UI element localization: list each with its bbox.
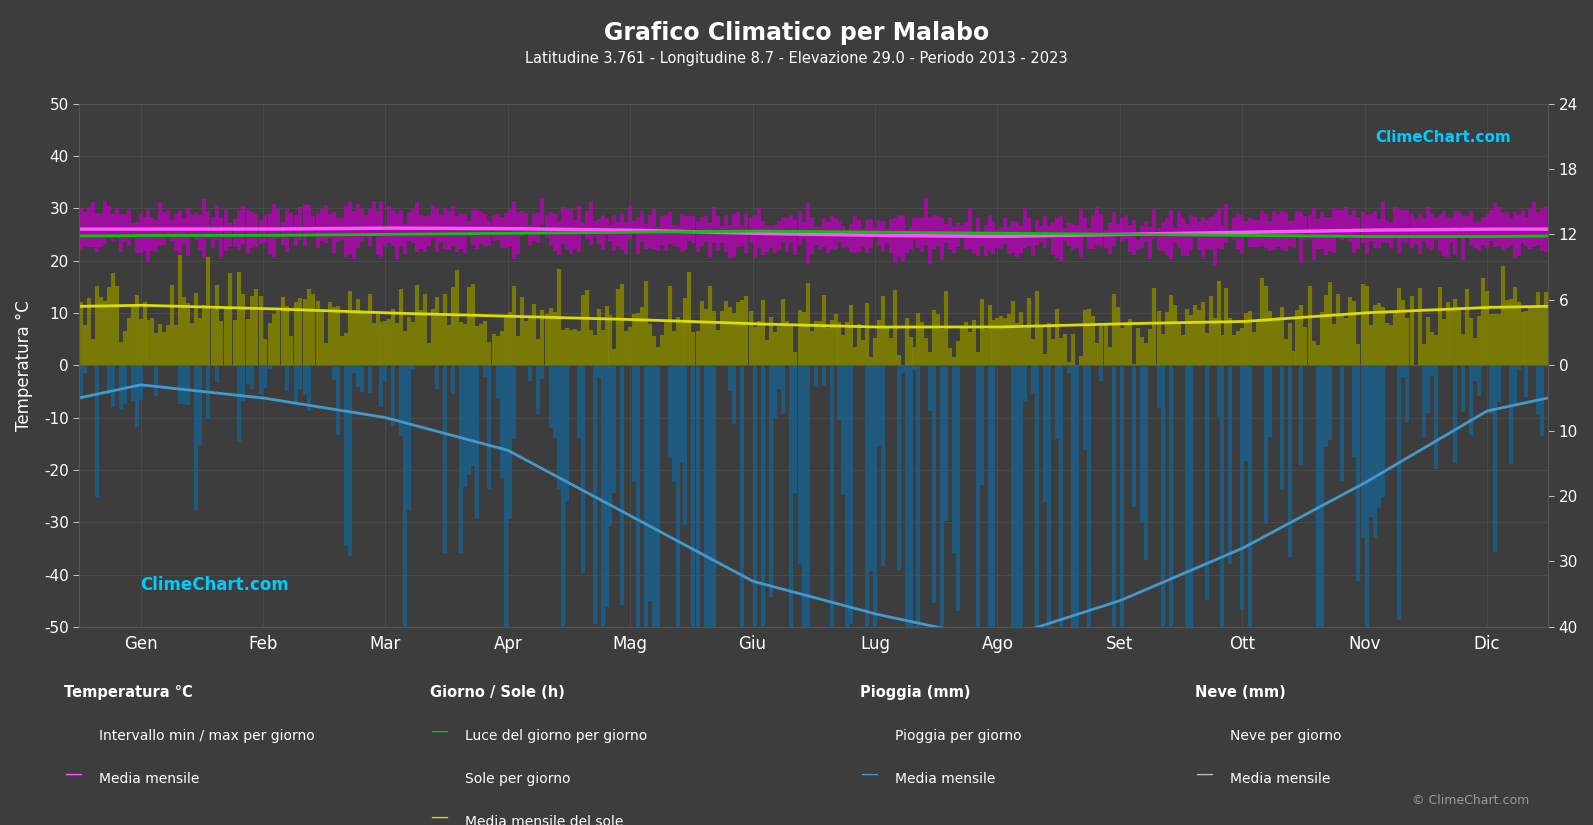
Text: Grafico Climatico per Malabo: Grafico Climatico per Malabo <box>604 21 989 45</box>
Text: ClimeChart.com: ClimeChart.com <box>140 576 290 594</box>
Text: Pioggia (mm): Pioggia (mm) <box>860 685 970 700</box>
Text: Latitudine 3.761 - Longitudine 8.7 - Elevazione 29.0 - Periodo 2013 - 2023: Latitudine 3.761 - Longitudine 8.7 - Ele… <box>526 51 1067 66</box>
Y-axis label: Temperatura °C: Temperatura °C <box>14 299 33 431</box>
Text: Media mensile: Media mensile <box>99 772 199 786</box>
Text: Intervallo min / max per giorno: Intervallo min / max per giorno <box>99 729 314 743</box>
Text: Giorno / Sole (h): Giorno / Sole (h) <box>430 685 566 700</box>
Text: Media mensile del sole: Media mensile del sole <box>465 815 623 825</box>
Text: © ClimeChart.com: © ClimeChart.com <box>1411 794 1529 808</box>
Text: Sole per giorno: Sole per giorno <box>465 772 570 786</box>
Text: Pioggia per giorno: Pioggia per giorno <box>895 729 1021 743</box>
Text: Temperatura °C: Temperatura °C <box>64 685 193 700</box>
Text: —: — <box>860 765 878 783</box>
Text: —: — <box>430 722 448 740</box>
Text: —: — <box>430 808 448 825</box>
Text: Neve per giorno: Neve per giorno <box>1230 729 1341 743</box>
Text: Neve (mm): Neve (mm) <box>1195 685 1286 700</box>
Text: Media mensile: Media mensile <box>895 772 996 786</box>
Text: Luce del giorno per giorno: Luce del giorno per giorno <box>465 729 647 743</box>
Text: —: — <box>1195 765 1212 783</box>
Text: —: — <box>64 765 81 783</box>
Text: ClimeChart.com: ClimeChart.com <box>1376 130 1512 144</box>
Text: Media mensile: Media mensile <box>1230 772 1330 786</box>
